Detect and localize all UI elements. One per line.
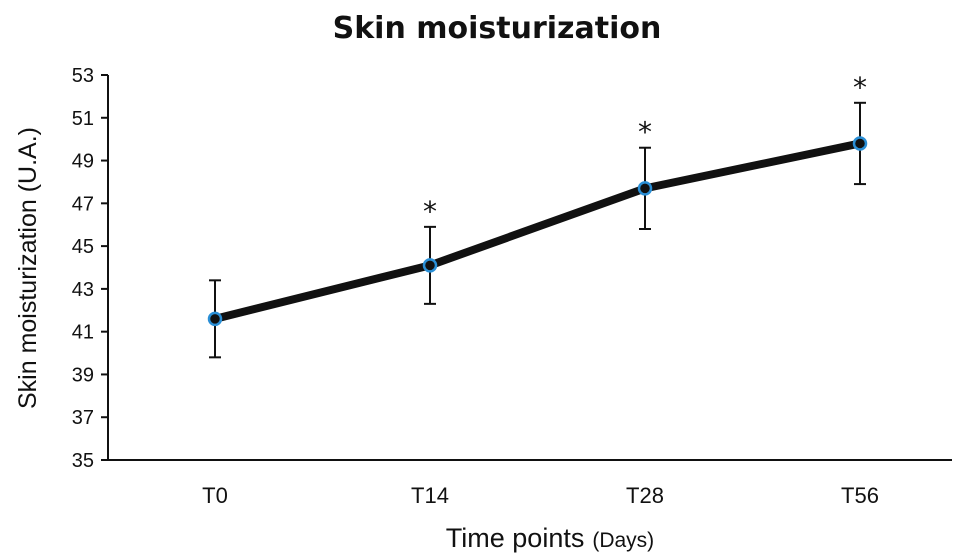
x-axis-label-unit: (Days) — [592, 529, 654, 552]
x-axis-label: Time points (Days) — [446, 523, 654, 553]
significance-marker: * — [638, 116, 652, 149]
x-axis-label-main: Time points — [446, 523, 585, 553]
series-line — [211, 139, 864, 323]
y-tick-label: 37 — [72, 407, 94, 429]
y-tick-label: 51 — [72, 108, 94, 130]
y-tick-label: 43 — [72, 279, 94, 301]
data-point — [422, 258, 438, 273]
x-tick-label: T0 — [202, 483, 228, 508]
axes — [107, 75, 952, 461]
x-ticks: T0 T14 T28 T56 — [202, 483, 879, 508]
y-ticks: 35 37 39 41 43 45 47 49 51 53 — [72, 65, 108, 472]
significance-marker: * — [853, 71, 867, 104]
x-tick-label: T28 — [626, 483, 664, 508]
data-point — [207, 311, 223, 327]
y-tick-label: 53 — [72, 65, 94, 87]
x-tick-label: T14 — [411, 483, 449, 508]
plot-area: * * * — [207, 71, 868, 359]
y-tick-label: 47 — [72, 193, 94, 215]
chart-title: Skin moisturization — [333, 11, 662, 46]
y-tick-label: 41 — [72, 322, 94, 344]
y-tick-label: 45 — [72, 236, 94, 258]
x-tick-label: T56 — [841, 483, 879, 508]
data-point — [637, 181, 653, 196]
y-axis-label: Skin moisturization (U.A.) — [14, 127, 42, 409]
significance-marker: * — [423, 195, 437, 228]
y-tick-label: 35 — [72, 450, 94, 472]
data-point — [852, 136, 868, 151]
y-tick-label: 49 — [72, 151, 94, 173]
y-tick-label: 39 — [72, 364, 94, 386]
